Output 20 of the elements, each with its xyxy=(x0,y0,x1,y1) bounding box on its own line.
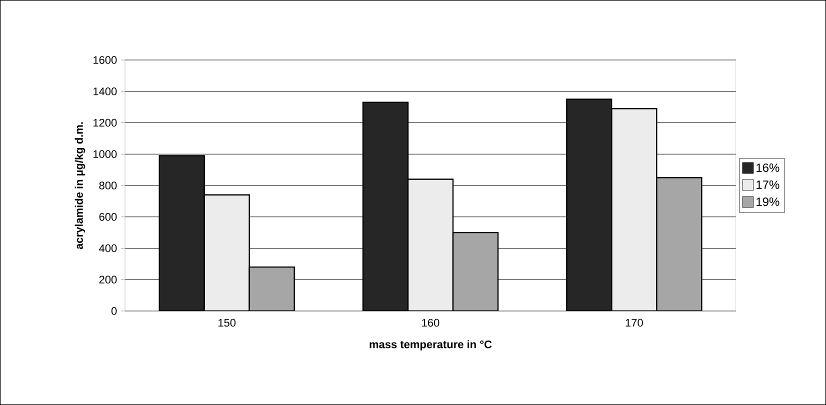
x-tick-label: 160 xyxy=(422,318,440,327)
y-tick-label: 600 xyxy=(99,212,117,221)
bar xyxy=(611,108,658,311)
legend-label: 19% xyxy=(756,197,780,206)
x-axis-title: mass temperature in °C xyxy=(370,340,492,350)
y-tick-label: 400 xyxy=(99,244,117,252)
y-tick-label: 1400 xyxy=(94,87,117,96)
legend-label: 16% xyxy=(756,163,780,172)
x-tick-label: 170 xyxy=(626,318,643,327)
y-axis-title: acrylamide in µg/kg d.m. xyxy=(74,122,86,250)
y-tick-label: 800 xyxy=(99,182,117,190)
legend-label: 17% xyxy=(756,180,780,189)
bar xyxy=(204,194,250,311)
y-tick-label: 1000 xyxy=(94,150,117,158)
y-tick-label: 200 xyxy=(99,276,117,284)
y-tick-label: 1600 xyxy=(94,56,117,64)
x-tick-label: 150 xyxy=(218,318,236,327)
y-tick-label: 1200 xyxy=(94,118,117,127)
bar xyxy=(407,178,454,311)
y-tick-label: 0 xyxy=(111,307,117,315)
